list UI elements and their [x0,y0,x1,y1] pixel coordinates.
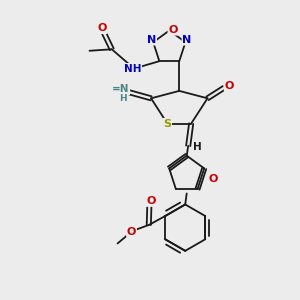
Text: O: O [127,227,136,237]
Text: N: N [182,35,191,45]
Text: O: O [224,81,234,92]
Text: O: O [146,196,156,206]
Text: =N: =N [112,84,130,94]
Text: O: O [168,25,178,35]
Text: O: O [208,174,218,184]
Text: N: N [147,35,156,45]
Text: H: H [193,142,202,152]
Text: S: S [164,118,171,129]
Text: NH: NH [124,64,141,74]
Text: O: O [97,23,107,34]
Text: H: H [119,94,127,103]
